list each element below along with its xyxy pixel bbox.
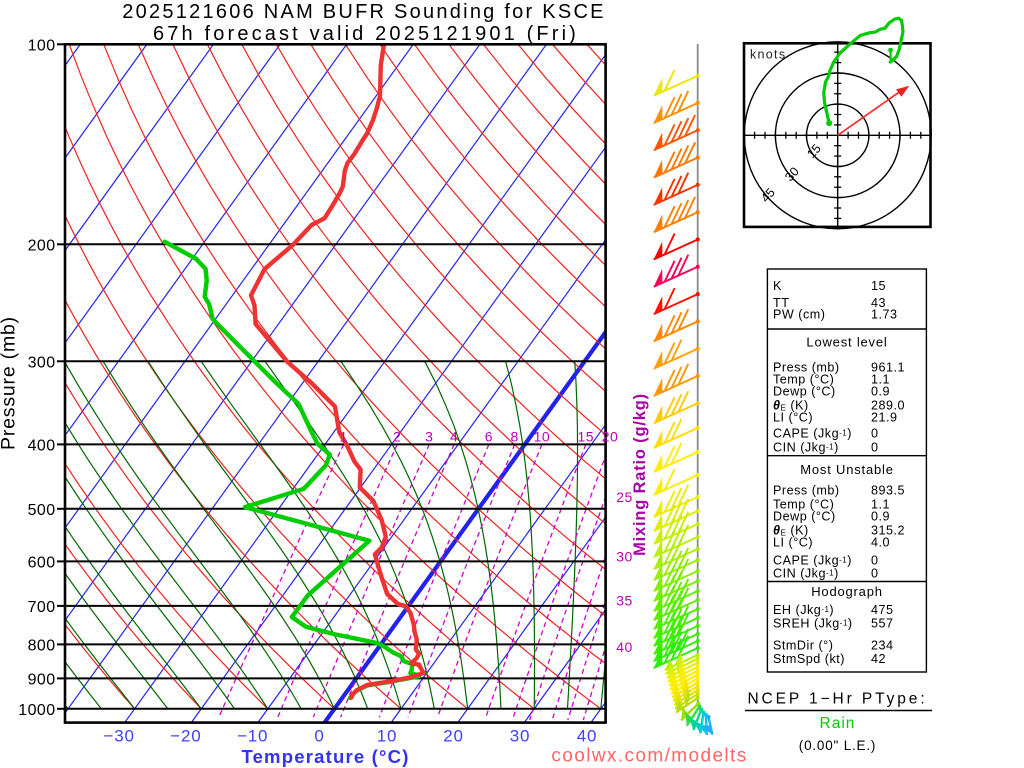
svg-text:−20: −20 xyxy=(170,727,201,746)
svg-text:961.1: 961.1 xyxy=(871,361,905,375)
svg-text:0: 0 xyxy=(871,567,879,581)
svg-text:Pressure (mb): Pressure (mb) xyxy=(0,316,20,450)
svg-text:0: 0 xyxy=(314,727,324,746)
svg-text:42: 42 xyxy=(871,652,886,666)
svg-text:−30: −30 xyxy=(103,727,134,746)
svg-text:knots: knots xyxy=(750,48,786,62)
svg-text:900: 900 xyxy=(28,672,56,689)
svg-text:CAPE (Jkg-1): CAPE (Jkg-1) xyxy=(773,554,852,568)
svg-text:Lowest level: Lowest level xyxy=(806,335,887,350)
svg-text:Dewp (°C): Dewp (°C) xyxy=(773,510,836,524)
svg-text:2: 2 xyxy=(393,429,401,445)
svg-text:43: 43 xyxy=(871,296,886,310)
svg-text:SREH (Jkg-1): SREH (Jkg-1) xyxy=(773,617,853,631)
svg-text:289.0: 289.0 xyxy=(871,399,905,413)
svg-text:475: 475 xyxy=(871,603,894,617)
svg-text:500: 500 xyxy=(28,502,56,519)
svg-text:Rain: Rain xyxy=(820,715,856,732)
svg-text:1: 1 xyxy=(339,429,347,445)
svg-text:0: 0 xyxy=(871,427,879,441)
svg-text:557: 557 xyxy=(871,617,894,631)
svg-text:1000: 1000 xyxy=(18,702,55,719)
svg-text:6: 6 xyxy=(485,429,493,445)
svg-text:0.9: 0.9 xyxy=(871,510,890,524)
svg-text:CIN (Jkg-1): CIN (Jkg-1) xyxy=(773,567,839,581)
svg-text:NCEP 1−Hr PType:: NCEP 1−Hr PType: xyxy=(747,691,927,708)
svg-text:800: 800 xyxy=(28,638,56,655)
svg-text:EH (Jkg-1): EH (Jkg-1) xyxy=(773,603,834,617)
svg-text:600: 600 xyxy=(28,555,56,572)
svg-text:0: 0 xyxy=(871,441,879,455)
svg-text:1.1: 1.1 xyxy=(871,373,890,387)
svg-text:Temperature (°C): Temperature (°C) xyxy=(241,746,409,767)
svg-text:3: 3 xyxy=(425,429,433,445)
svg-text:10: 10 xyxy=(377,727,398,746)
svg-text:K: K xyxy=(773,279,782,293)
svg-text:Most Unstable: Most Unstable xyxy=(800,462,894,477)
svg-text:StmSpd (kt): StmSpd (kt) xyxy=(773,652,845,666)
svg-text:StmDir (°): StmDir (°) xyxy=(773,639,833,653)
svg-text:coolwx.com/modelts: coolwx.com/modelts xyxy=(551,746,747,767)
svg-text:10: 10 xyxy=(534,429,551,445)
svg-text:Dewp (°C): Dewp (°C) xyxy=(773,385,836,399)
svg-text:40: 40 xyxy=(616,639,633,655)
svg-text:−10: −10 xyxy=(237,727,268,746)
svg-text:PW (cm): PW (cm) xyxy=(773,308,825,322)
svg-text:Press (mb): Press (mb) xyxy=(773,484,840,498)
svg-text:400: 400 xyxy=(28,438,56,455)
svg-text:LI (°C): LI (°C) xyxy=(773,536,813,550)
svg-text:4: 4 xyxy=(450,429,458,445)
svg-text:21.9: 21.9 xyxy=(871,411,898,425)
svg-text:15: 15 xyxy=(871,279,886,293)
svg-text:1.1: 1.1 xyxy=(871,498,890,512)
svg-text:300: 300 xyxy=(28,355,56,372)
svg-text:40: 40 xyxy=(577,727,598,746)
svg-text:100: 100 xyxy=(28,38,56,55)
svg-text:Press (mb): Press (mb) xyxy=(773,361,840,375)
svg-text:Mixing Ratio (g/kg): Mixing Ratio (g/kg) xyxy=(631,393,649,556)
svg-text:1.73: 1.73 xyxy=(871,308,898,322)
svg-text:25: 25 xyxy=(616,489,633,505)
svg-text:30: 30 xyxy=(616,549,633,565)
svg-text:35: 35 xyxy=(616,593,633,609)
svg-text:200: 200 xyxy=(28,238,56,255)
svg-text:LI (°C): LI (°C) xyxy=(773,411,813,425)
svg-text:67h forecast valid 2025121901: 67h forecast valid 2025121901 (Fri) xyxy=(153,23,579,45)
svg-text:315.2: 315.2 xyxy=(871,524,905,538)
svg-text:CIN (Jkg-1): CIN (Jkg-1) xyxy=(773,441,839,455)
svg-text:234: 234 xyxy=(871,639,894,653)
svg-text:CAPE (Jkg-1): CAPE (Jkg-1) xyxy=(773,427,852,441)
svg-text:TT: TT xyxy=(773,296,789,310)
svg-text:20: 20 xyxy=(443,727,464,746)
svg-text:15: 15 xyxy=(578,429,595,445)
svg-text:30: 30 xyxy=(510,727,531,746)
svg-text:8: 8 xyxy=(511,429,519,445)
svg-text:0.9: 0.9 xyxy=(871,385,890,399)
svg-text:893.5: 893.5 xyxy=(871,484,905,498)
svg-text:0: 0 xyxy=(871,554,879,568)
svg-text:Temp (°C): Temp (°C) xyxy=(773,373,834,387)
svg-text:4.0: 4.0 xyxy=(871,536,890,550)
svg-text:Hodograph: Hodograph xyxy=(811,584,883,599)
svg-text:(0.00" L.E.): (0.00" L.E.) xyxy=(799,738,876,753)
svg-text:2025121606 NAM BUFR Sounding f: 2025121606 NAM BUFR Sounding for KSCE xyxy=(122,1,605,23)
svg-text:20: 20 xyxy=(602,429,619,445)
svg-text:Temp (°C): Temp (°C) xyxy=(773,498,834,512)
svg-text:700: 700 xyxy=(28,599,56,616)
